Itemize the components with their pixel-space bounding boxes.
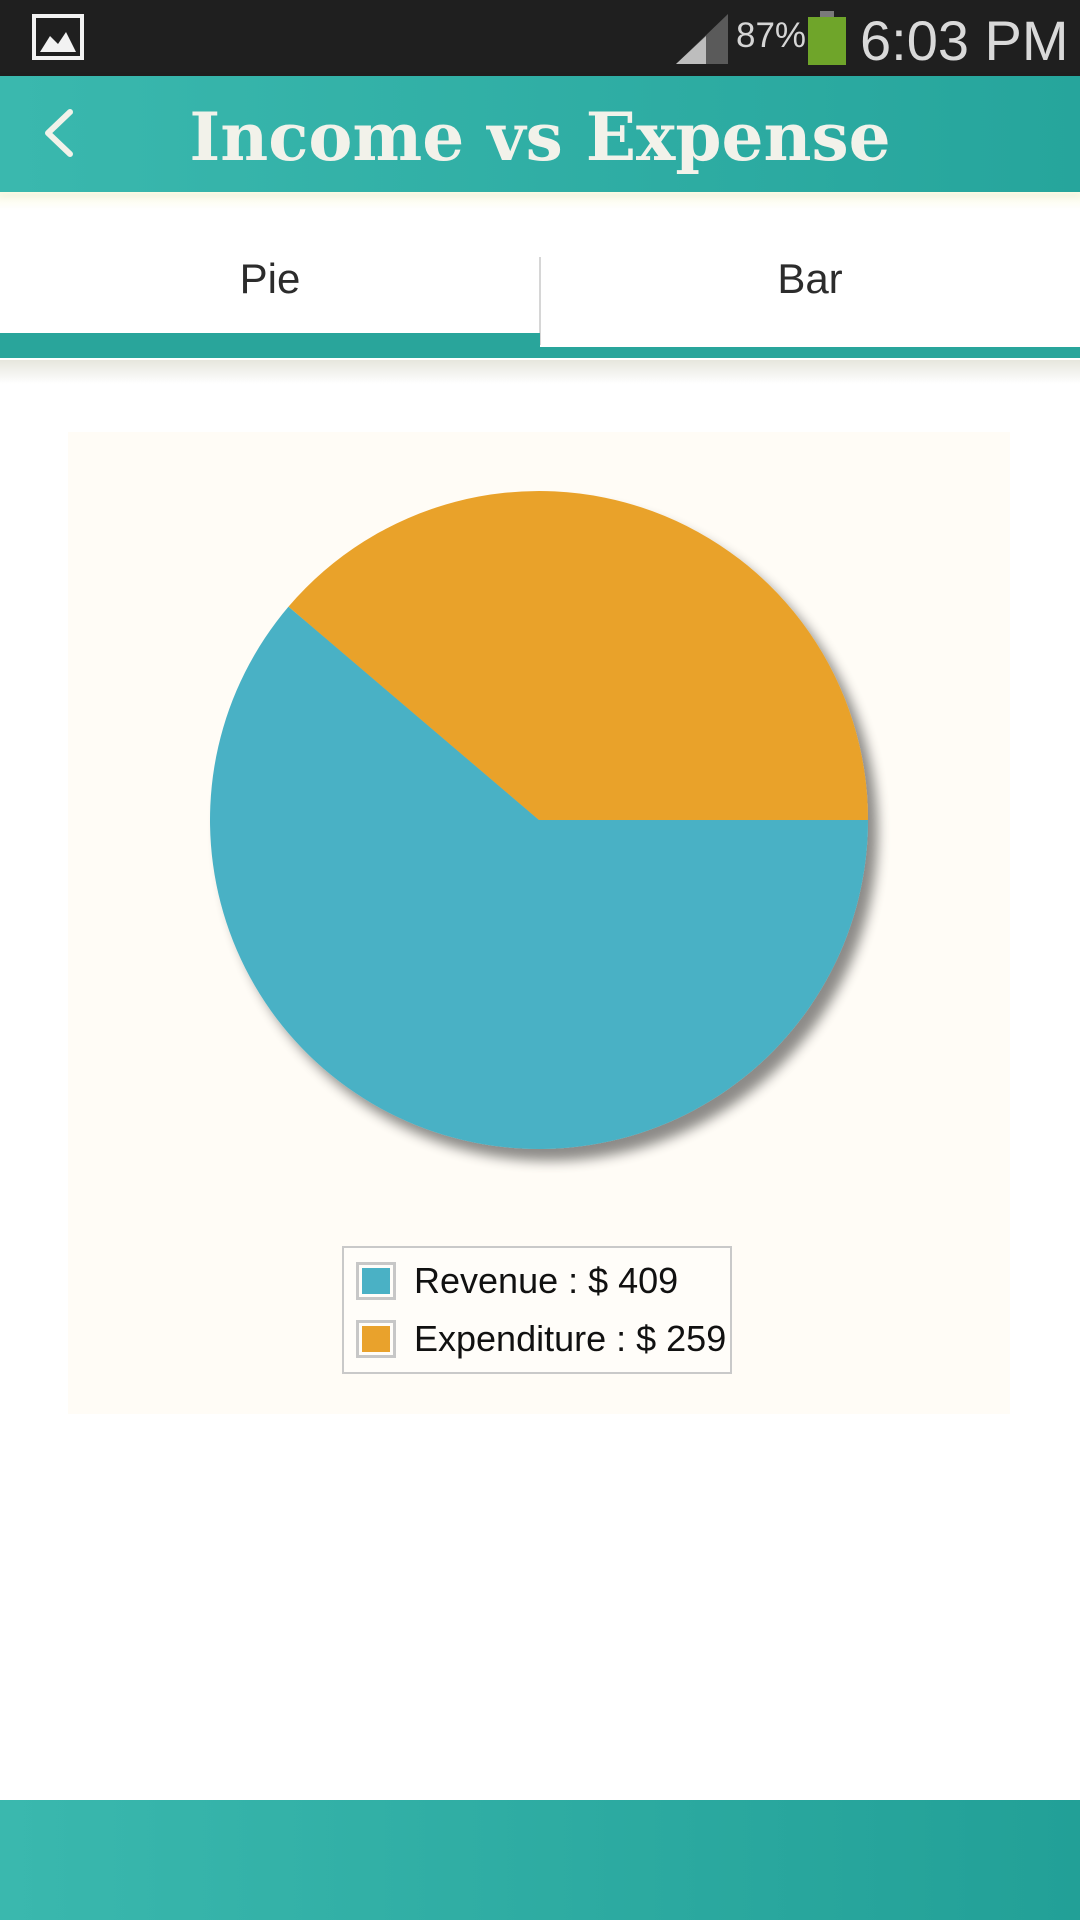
legend-item-expenditure: Expenditure : $ 259 bbox=[354, 1316, 727, 1362]
back-button[interactable] bbox=[28, 98, 94, 168]
status-bar: 87% 6:03 PM bbox=[0, 0, 1080, 76]
app-bar: Income vs Expense bbox=[0, 76, 1080, 192]
legend-label-revenue: Revenue : $ 409 bbox=[414, 1260, 679, 1301]
bottom-bar bbox=[0, 1800, 1080, 1920]
legend-swatch-revenue bbox=[356, 1262, 396, 1300]
legend-swatch-expenditure bbox=[356, 1320, 396, 1358]
legend-label-expenditure: Expenditure : $ 259 bbox=[414, 1318, 727, 1359]
app-bar-edge bbox=[0, 192, 1080, 210]
gallery-icon bbox=[32, 14, 84, 60]
tab-divider bbox=[539, 257, 541, 345]
tab-bar-chart[interactable]: Bar bbox=[540, 210, 1080, 360]
tab-indicator-inactive bbox=[540, 347, 1080, 358]
battery-percentage: 87% bbox=[736, 16, 807, 55]
tab-indicator-active bbox=[0, 333, 540, 358]
pie-slice-revenue bbox=[209, 606, 868, 1149]
battery-icon bbox=[808, 11, 846, 65]
page-title: Income vs Expense bbox=[189, 98, 891, 176]
legend-item-revenue: Revenue : $ 409 bbox=[354, 1258, 724, 1304]
tab-bar: Pie Bar bbox=[0, 210, 1080, 360]
tabs-shadow bbox=[0, 360, 1080, 384]
tab-pie[interactable]: Pie bbox=[0, 210, 540, 360]
tab-pie-label: Pie bbox=[239, 255, 301, 302]
status-time: 6:03 PM bbox=[860, 9, 1069, 72]
chart-legend: Revenue : $ 409 Expenditure : $ 259 bbox=[342, 1246, 732, 1374]
chart-panel: Revenue : $ 409 Expenditure : $ 259 bbox=[68, 432, 1010, 1414]
chevron-left-icon bbox=[45, 109, 73, 157]
signal-icon bbox=[676, 14, 728, 64]
tab-bar-label: Bar bbox=[777, 255, 843, 302]
pie-chart bbox=[209, 490, 868, 1149]
pie-slice-expenditure bbox=[288, 490, 868, 820]
